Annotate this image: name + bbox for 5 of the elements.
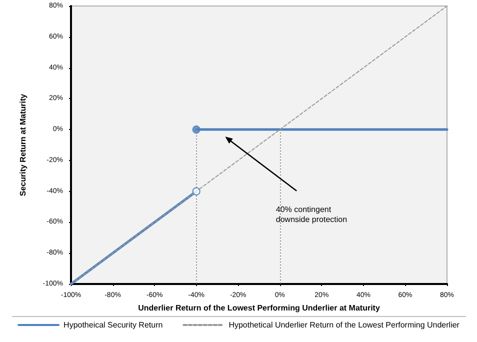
annotation: 40% contingent downside protection xyxy=(276,204,348,225)
legend-label: Hypothetical Underlier Return of the Lowest Performing Underlier xyxy=(228,320,460,330)
y-axis-title: Security Return at Maturity xyxy=(18,93,28,196)
legend-label: Hypotheical Security Return xyxy=(64,320,163,330)
x-axis-title: Underlier Return of the Lowest Performing Underlier at Maturity xyxy=(138,303,380,312)
